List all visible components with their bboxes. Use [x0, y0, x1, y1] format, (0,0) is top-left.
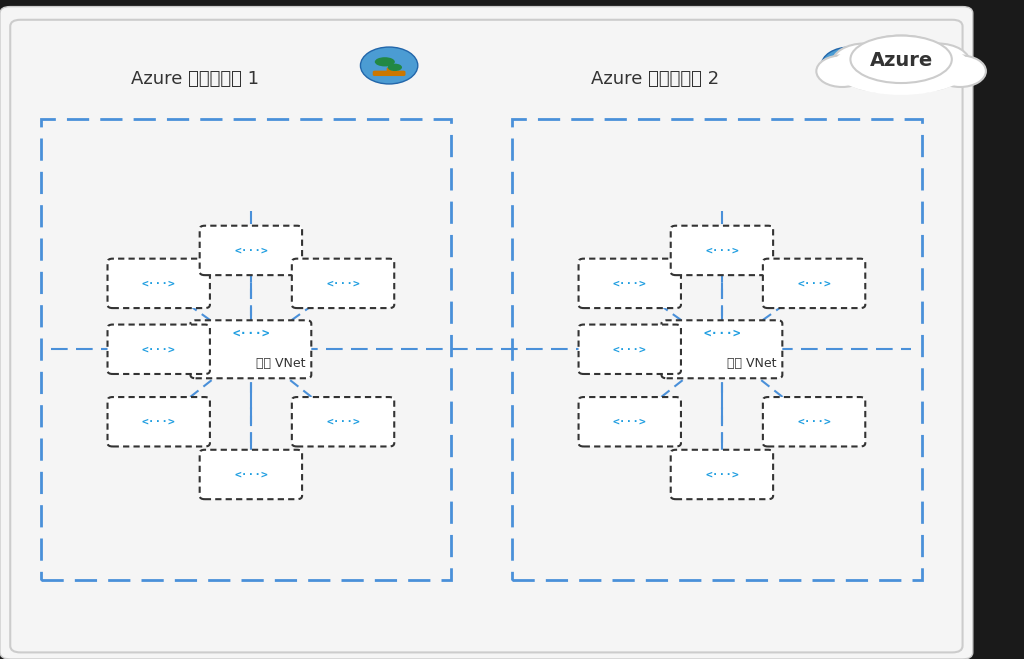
Text: <···>: <···> [234, 469, 267, 480]
FancyBboxPatch shape [579, 259, 681, 308]
Ellipse shape [375, 57, 395, 67]
Ellipse shape [906, 43, 971, 83]
Ellipse shape [855, 36, 947, 83]
Text: Azure リージョン 2: Azure リージョン 2 [591, 70, 720, 88]
Text: <···>: <···> [703, 326, 740, 339]
FancyBboxPatch shape [292, 259, 394, 308]
Text: <···>: <···> [142, 278, 175, 289]
FancyBboxPatch shape [373, 71, 406, 76]
Ellipse shape [836, 57, 856, 67]
FancyBboxPatch shape [190, 320, 311, 378]
Bar [41, 119, 451, 580]
FancyBboxPatch shape [108, 324, 210, 374]
Text: Azure: Azure [869, 51, 933, 71]
FancyBboxPatch shape [292, 397, 394, 447]
FancyBboxPatch shape [671, 449, 773, 500]
Text: <···>: <···> [327, 416, 359, 427]
Text: <···>: <···> [234, 245, 267, 256]
Text: <···>: <···> [706, 245, 738, 256]
Circle shape [821, 47, 879, 84]
FancyBboxPatch shape [200, 449, 302, 500]
FancyBboxPatch shape [0, 7, 973, 659]
FancyBboxPatch shape [579, 397, 681, 447]
Text: ハブ VNet: ハブ VNet [256, 357, 305, 370]
FancyBboxPatch shape [108, 397, 210, 447]
Text: <···>: <···> [613, 416, 646, 427]
FancyBboxPatch shape [834, 71, 866, 76]
FancyBboxPatch shape [108, 259, 210, 308]
FancyBboxPatch shape [662, 320, 782, 378]
Text: <···>: <···> [706, 469, 738, 480]
Text: <···>: <···> [613, 344, 646, 355]
FancyBboxPatch shape [10, 20, 963, 652]
Bar [512, 119, 922, 580]
Circle shape [360, 47, 418, 84]
Ellipse shape [816, 55, 868, 87]
FancyBboxPatch shape [763, 397, 865, 447]
FancyBboxPatch shape [387, 68, 391, 74]
Text: <···>: <···> [142, 416, 175, 427]
Text: <···>: <···> [327, 278, 359, 289]
Text: <···>: <···> [613, 278, 646, 289]
FancyBboxPatch shape [763, 259, 865, 308]
Text: <···>: <···> [798, 278, 830, 289]
Ellipse shape [831, 43, 897, 83]
Text: <···>: <···> [142, 344, 175, 355]
Ellipse shape [831, 40, 971, 95]
Text: Azure リージョン 1: Azure リージョン 1 [131, 70, 258, 88]
Text: ハブ VNet: ハブ VNet [727, 357, 776, 370]
Ellipse shape [388, 64, 402, 71]
FancyBboxPatch shape [671, 225, 773, 275]
FancyBboxPatch shape [200, 225, 302, 275]
Text: <···>: <···> [798, 416, 830, 427]
FancyBboxPatch shape [579, 324, 681, 374]
Text: <···>: <···> [232, 326, 269, 339]
Ellipse shape [934, 55, 986, 87]
FancyBboxPatch shape [848, 68, 852, 74]
Ellipse shape [850, 36, 952, 83]
Ellipse shape [849, 64, 863, 71]
Ellipse shape [846, 65, 956, 93]
